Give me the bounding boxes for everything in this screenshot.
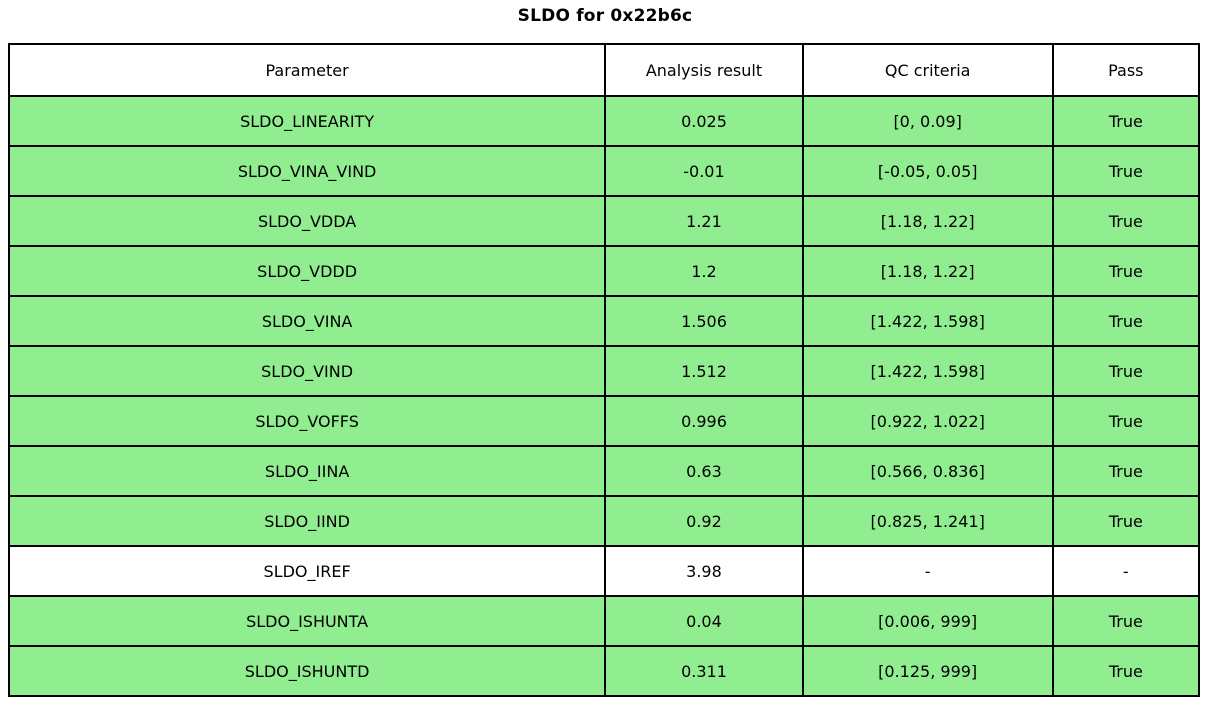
pass-cell: True — [1051, 145, 1201, 197]
table-row: SLDO_LINEARITY 0.025 [0, 0.09] True — [7, 95, 1201, 147]
column-header-pass: Pass — [1051, 43, 1201, 97]
parameter-cell: SLDO_VDDD — [7, 245, 607, 297]
column-header-parameter: Parameter — [7, 43, 607, 97]
pass-cell: - — [1051, 545, 1201, 597]
analysis-result-cell: 0.92 — [604, 495, 804, 547]
pass-cell: True — [1051, 95, 1201, 147]
analysis-result-cell: 0.63 — [604, 445, 804, 497]
analysis-result-cell: 0.025 — [604, 95, 804, 147]
table-header: Parameter Analysis result QC criteria Pa… — [7, 43, 1201, 97]
parameter-cell: SLDO_LINEARITY — [7, 95, 607, 147]
table-row: SLDO_VDDA 1.21 [1.18, 1.22] True — [7, 195, 1201, 247]
column-header-analysis-result: Analysis result — [604, 43, 804, 97]
header-row: Parameter Analysis result QC criteria Pa… — [7, 43, 1201, 97]
qc-criteria-cell: [0.125, 999] — [801, 645, 1054, 697]
parameter-cell: SLDO_VIND — [7, 345, 607, 397]
qc-criteria-cell: [-0.05, 0.05] — [801, 145, 1054, 197]
qc-criteria-cell: [1.422, 1.598] — [801, 295, 1054, 347]
pass-cell: True — [1051, 295, 1201, 347]
parameter-cell: SLDO_VOFFS — [7, 395, 607, 447]
qc-criteria-cell: [0, 0.09] — [801, 95, 1054, 147]
parameter-cell: SLDO_ISHUNTD — [7, 645, 607, 697]
pass-cell: True — [1051, 395, 1201, 447]
analysis-result-cell: 1.506 — [604, 295, 804, 347]
analysis-result-cell: 1.512 — [604, 345, 804, 397]
qc-criteria-cell: [0.006, 999] — [801, 595, 1054, 647]
table-row: SLDO_VOFFS 0.996 [0.922, 1.022] True — [7, 395, 1201, 447]
table-body: SLDO_LINEARITY 0.025 [0, 0.09] True SLDO_VIN… — [7, 95, 1201, 697]
table-row: SLDO_IREF 3.98- - — [7, 545, 1201, 597]
table-row: SLDO_ISHUNTD 0.311 [0.125, 999] True — [7, 645, 1201, 697]
table-row: SLDO_VIND 1.512 [1.422, 1.598] True — [7, 345, 1201, 397]
pass-cell: True — [1051, 595, 1201, 647]
parameter-cell: SLDO_VDDA — [7, 195, 607, 247]
analysis-result-cell: 1.21 — [604, 195, 804, 247]
qc-criteria-cell: [1.422, 1.598] — [801, 345, 1054, 397]
qc-criteria-cell: - — [801, 545, 1054, 597]
pass-cell: True — [1051, 245, 1201, 297]
parameter-cell: SLDO_IINA — [7, 445, 607, 497]
pass-cell: True — [1051, 195, 1201, 247]
qc-criteria-cell: [1.18, 1.22] — [801, 195, 1054, 247]
pass-cell: True — [1051, 345, 1201, 397]
parameter-cell: SLDO_ISHUNTA — [7, 595, 607, 647]
table-row: SLDO_IINA 0.63 [0.566, 0.836] True — [7, 445, 1201, 497]
qc-criteria-cell: [0.566, 0.836] — [801, 445, 1054, 497]
pass-cell: True — [1051, 645, 1201, 697]
analysis-result-cell: 0.996 — [604, 395, 804, 447]
pass-cell: True — [1051, 445, 1201, 497]
parameter-cell: SLDO_VINA_VIND — [7, 145, 607, 197]
table-row: SLDO_VDDD 1.2 [1.18, 1.22] True — [7, 245, 1201, 297]
analysis-result-cell: -0.01 — [604, 145, 804, 197]
parameter-cell: SLDO_IIND — [7, 495, 607, 547]
analysis-result-cell: 0.04 — [604, 595, 804, 647]
qc-results-table: Parameter Analysis result QC criteria Pa… — [7, 43, 1201, 697]
table-row: SLDO_VINA_VIND -0.01 [-0.05, 0.05] True — [7, 145, 1201, 197]
analysis-result-cell: 3.98 — [604, 545, 804, 597]
qc-criteria-cell: [0.825, 1.241] — [801, 495, 1054, 547]
pass-cell: True — [1051, 495, 1201, 547]
analysis-result-cell: 0.311 — [604, 645, 804, 697]
parameter-cell: SLDO_IREF — [7, 545, 607, 597]
table-row: SLDO_ISHUNTA 0.04 [0.006, 999] True — [7, 595, 1201, 647]
table-row: SLDO_VINA 1.506 [1.422, 1.598] True — [7, 295, 1201, 347]
column-header-qc-criteria: QC criteria — [801, 43, 1054, 97]
analysis-result-cell: 1.2 — [604, 245, 804, 297]
qc-criteria-cell: [0.922, 1.022] — [801, 395, 1054, 447]
page-title: SLDO for 0x22b6c — [517, 6, 693, 26]
parameter-cell: SLDO_VINA — [7, 295, 607, 347]
qc-criteria-cell: [1.18, 1.22] — [801, 245, 1054, 297]
table-row: SLDO_IIND 0.92 [0.825, 1.241] True — [7, 495, 1201, 547]
